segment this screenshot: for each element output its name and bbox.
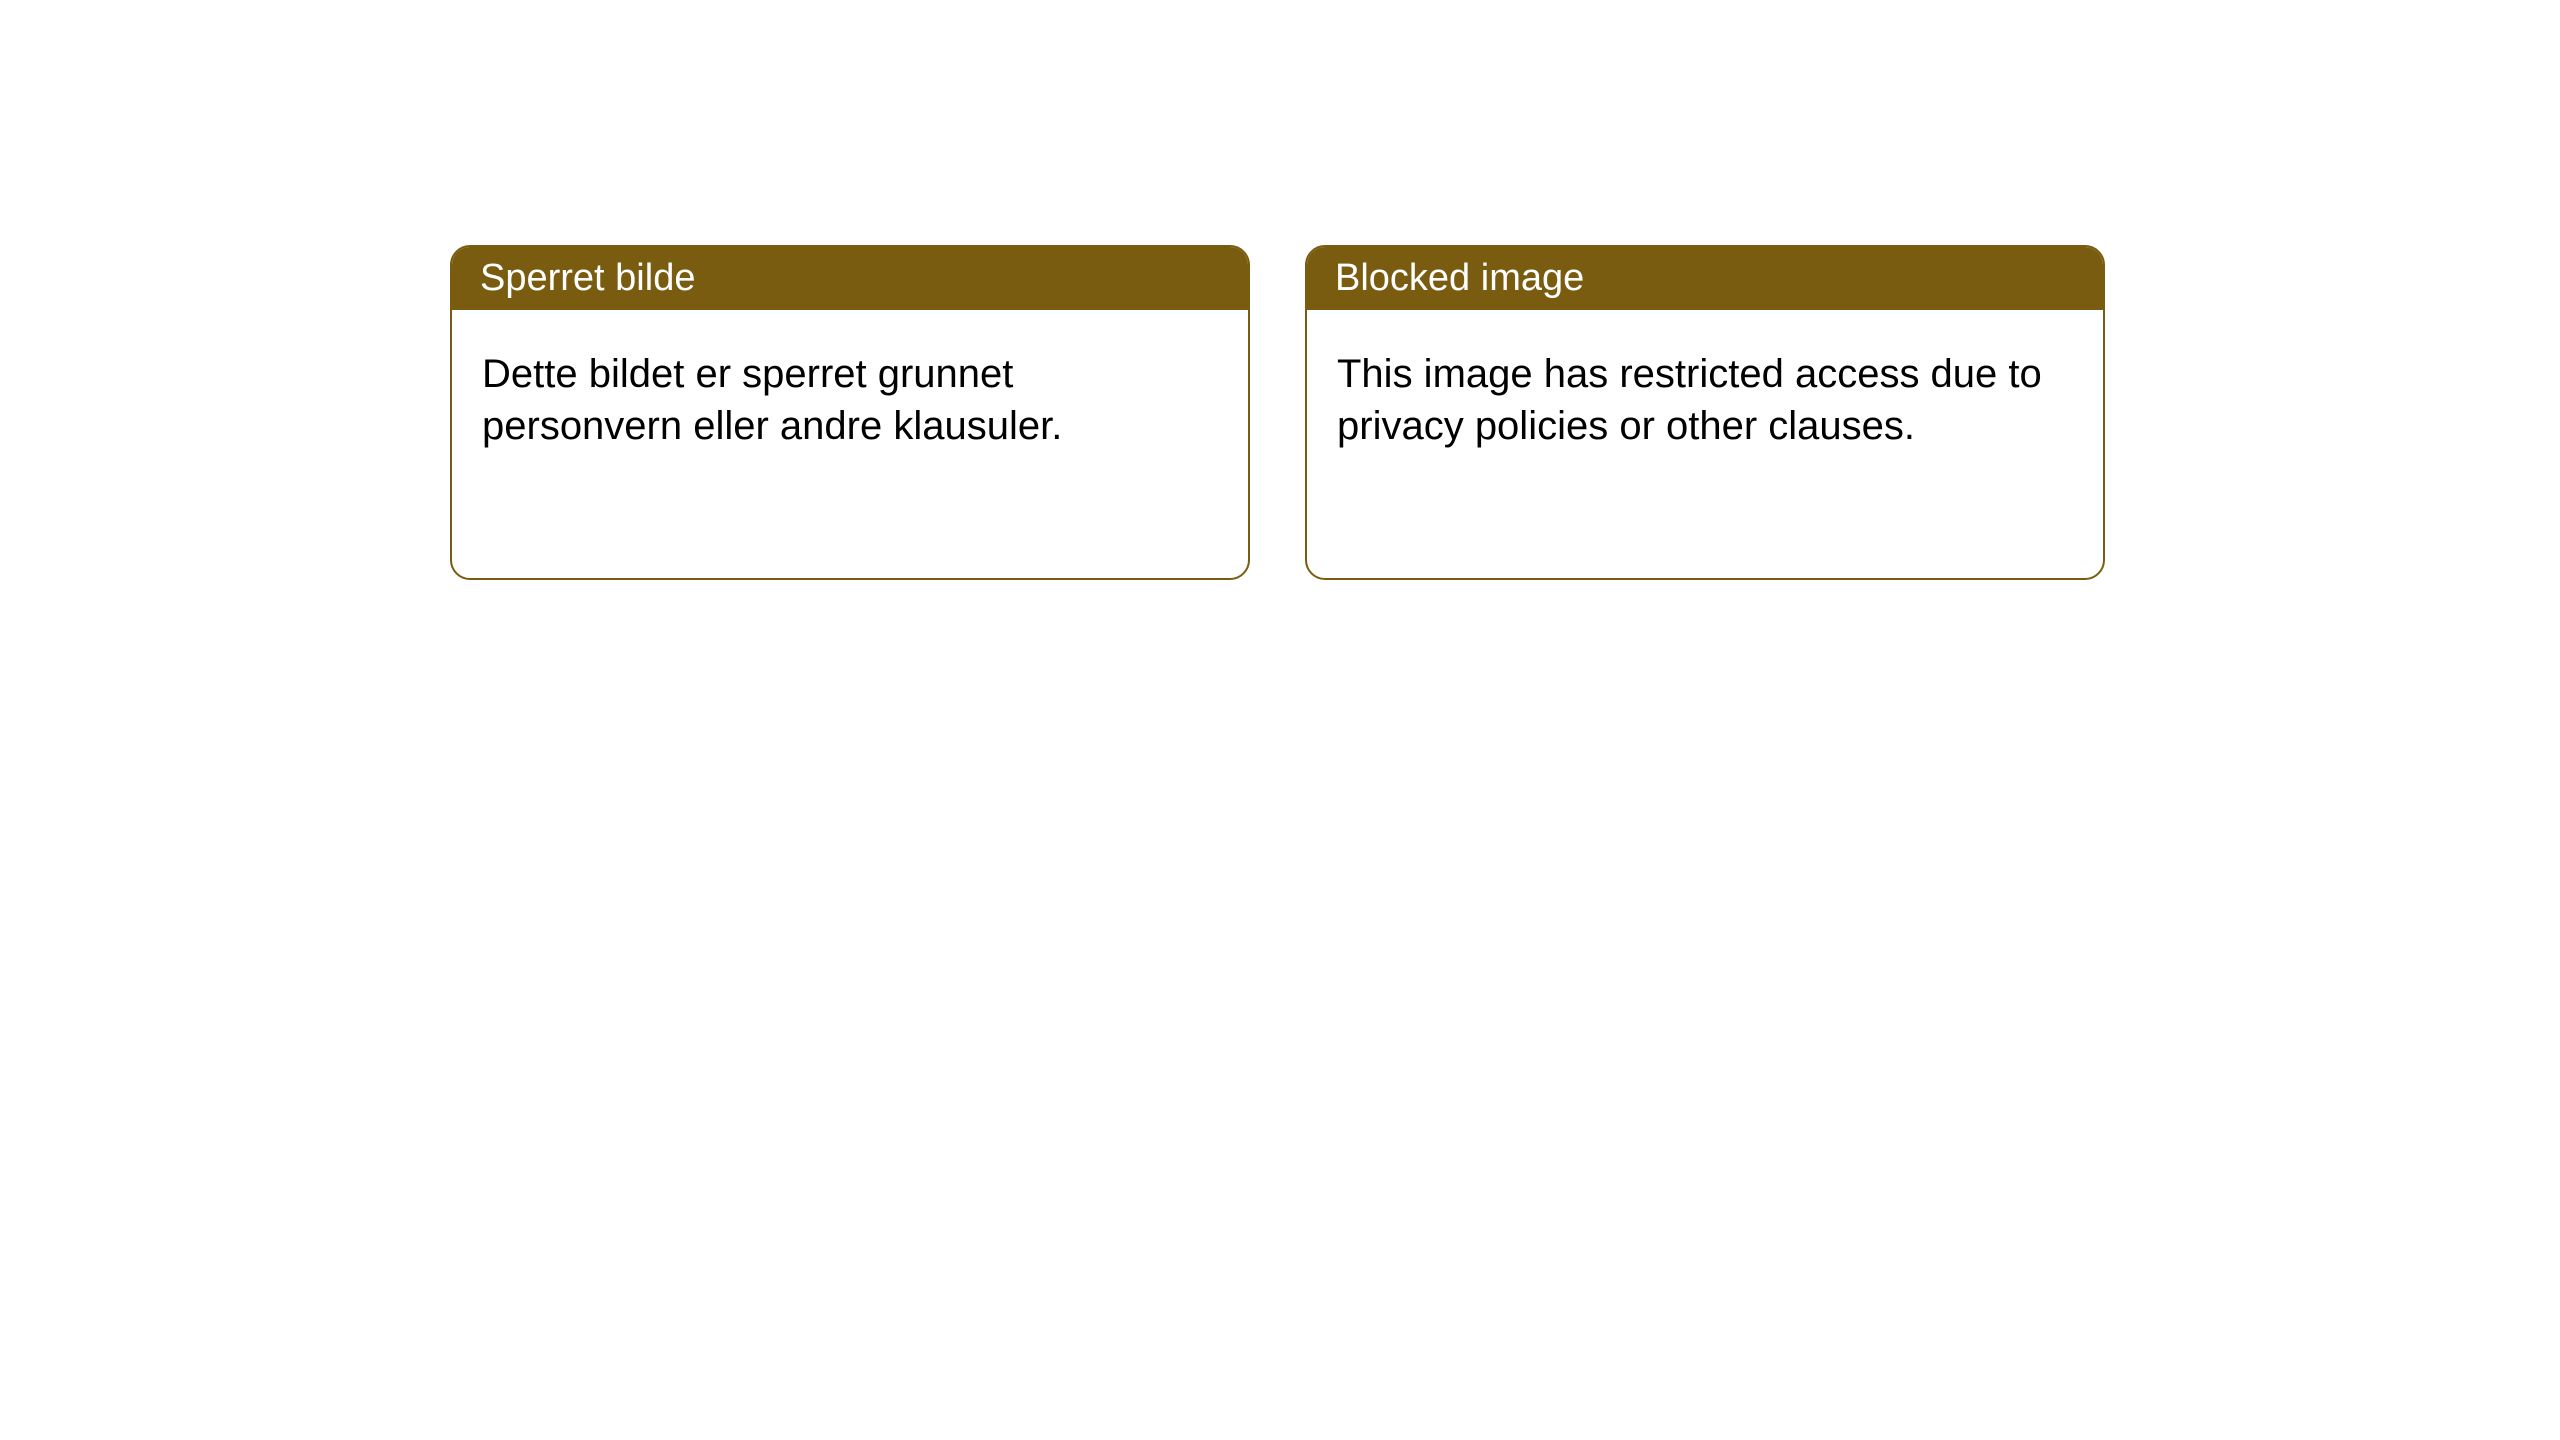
notice-container: Sperret bilde Dette bildet er sperret gr… [450, 245, 2105, 580]
notice-header: Sperret bilde [452, 247, 1248, 310]
notice-box-english: Blocked image This image has restricted … [1305, 245, 2105, 580]
notice-box-norwegian: Sperret bilde Dette bildet er sperret gr… [450, 245, 1250, 580]
notice-header: Blocked image [1307, 247, 2103, 310]
notice-body: Dette bildet er sperret grunnet personve… [452, 310, 1248, 490]
notice-body: This image has restricted access due to … [1307, 310, 2103, 490]
